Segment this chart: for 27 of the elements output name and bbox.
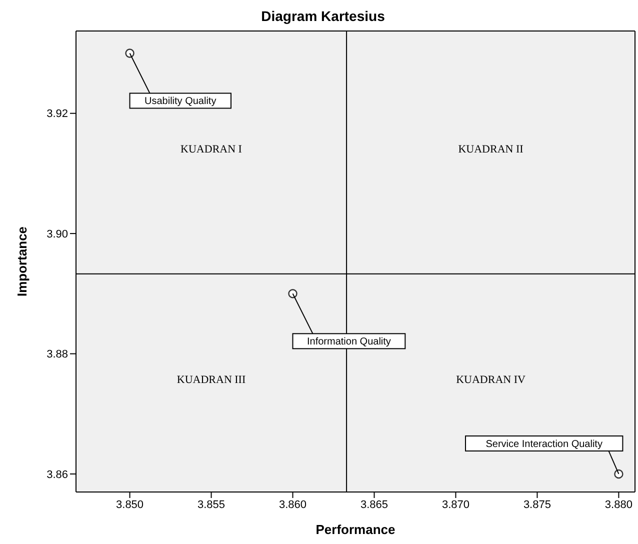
callout-box: Service Interaction Quality <box>465 435 624 474</box>
annotation: KUADRAN II <box>458 143 524 156</box>
annotation: KUADRAN I <box>180 143 242 156</box>
point <box>288 289 298 298</box>
x-tick-label: 3.870 <box>442 498 470 511</box>
x-tick-label: 3.855 <box>198 498 226 511</box>
y-tick-label: 3.86 <box>46 468 68 481</box>
y-tick-label: 3.88 <box>46 348 68 361</box>
annotation: KUADRAN IV <box>456 374 526 386</box>
x-axis-title: Performance <box>316 522 396 537</box>
callout-box: Information Quality <box>292 293 406 350</box>
annotation: Information Quality <box>306 336 391 348</box>
x-tick-label: 3.860 <box>278 498 307 511</box>
annotation: Usability Quality <box>144 96 216 108</box>
x-tick-label: 3.850 <box>116 498 144 511</box>
x-tick-label: 3.865 <box>360 498 388 511</box>
y-tick-label: 3.92 <box>46 108 68 120</box>
point <box>614 469 624 479</box>
y-tick-label: 3.90 <box>46 228 68 240</box>
annotation: KUADRAN III <box>176 374 246 386</box>
x-tick-label: 3.880 <box>604 498 632 511</box>
chart-title: Diagram Kartesius <box>260 8 386 26</box>
callout-box: Usability Quality <box>129 52 232 109</box>
annotation: Service Interaction Quality <box>486 438 602 450</box>
x-tick-label: 3.875 <box>523 498 551 511</box>
y-axis-title: Importance <box>14 226 30 297</box>
point <box>125 48 134 58</box>
